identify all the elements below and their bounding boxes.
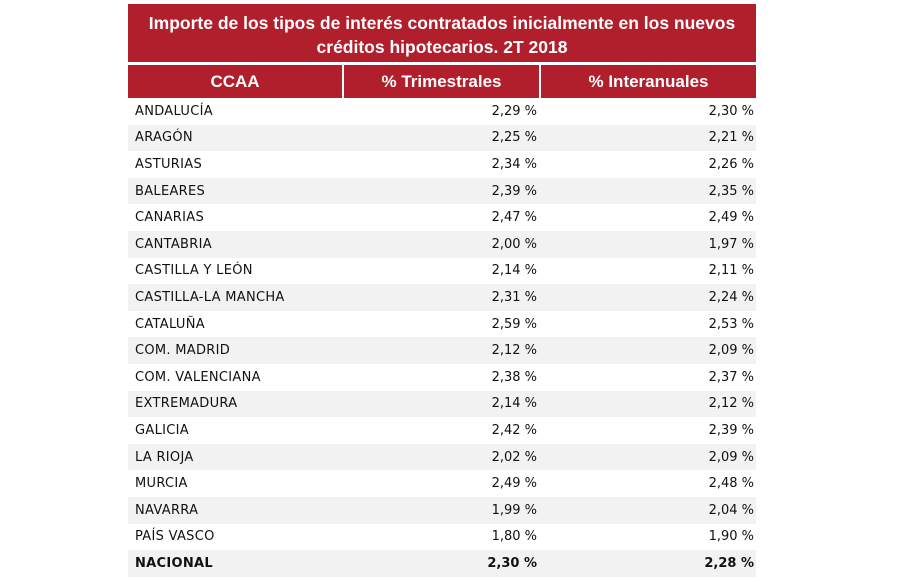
trimestrales-cell: 2,49 % [491,476,537,492]
table-body: ANDALUCÍA 2,29 % 2,30 % ARAGÓN 2,25 % 2,21 % A… [128,98,756,577]
trimestrales-cell: 2,39 % [491,183,537,199]
interanuales-cell: 2,28 % [704,555,754,571]
table-title-line-2: créditos hipotecarios. 2T 2018 [316,37,568,57]
trimestrales-cell: 2,00 % [491,236,537,252]
interanuales-cell: 2,49 % [708,210,754,226]
trimestrales-cell: 2,42 % [491,422,537,438]
interanuales-cell: 2,26 % [708,156,754,172]
interanuales-cell: 2,37 % [708,369,754,385]
table-row: CATALUÑA 2,59 % 2,53 % [128,311,756,338]
ccaa-cell: MURCIA [135,476,188,492]
trimestrales-cell: 2,14 % [491,396,537,412]
ccaa-cell: NAVARRA [135,502,199,518]
table-row: GALICIA 2,42 % 2,39 % [128,417,756,444]
interanuales-cell: 2,53 % [708,316,754,332]
table-title-line-1: Importe de los tipos de interés contrata… [148,13,736,33]
interanuales-cell: 2,12 % [708,396,754,412]
ccaa-cell: ASTURIAS [135,156,203,172]
table-row: COM. MADRID 2,12 % 2,09 % [128,337,756,364]
interanuales-cell: 2,04 % [708,502,754,518]
trimestrales-cell: 2,34 % [491,156,537,172]
interanuales-cell: 2,35 % [708,183,754,199]
table-row: CANARIAS 2,47 % 2,49 % [128,204,756,231]
table-header-row: CCAA % Trimestrales % Interanuales [128,65,756,98]
interanuales-cell: 1,97 % [708,236,754,252]
ccaa-cell: NACIONAL [135,555,213,571]
trimestrales-cell: 2,59 % [491,316,537,332]
table-row: CANTABRIA 2,00 % 1,97 % [128,230,756,258]
table-row: CASTILLA-LA MANCHA 2,31 % 2,24 % [128,284,756,311]
column-header-interanuales: % Interanuales [539,65,756,98]
interanuales-cell: 2,39 % [708,422,754,438]
ccaa-cell: CATALUÑA [135,316,205,332]
column-header-trimestrales: % Trimestrales [342,65,539,98]
table-row: BALEARES 2,39 % 2,35 % [128,177,756,205]
rates-table: Importe de los tipos de interés contrata… [128,4,756,577]
trimestrales-cell: 2,02 % [491,449,537,465]
trimestrales-cell: 2,14 % [491,263,537,279]
column-header-ccaa: CCAA [128,65,342,98]
trimestrales-cell: 2,31 % [491,289,537,305]
ccaa-cell: CANTABRIA [135,236,212,252]
trimestrales-cell: 1,99 % [491,502,537,518]
trimestrales-cell: 2,12 % [491,343,537,359]
interanuales-cell: 2,09 % [708,343,754,359]
interanuales-cell: 1,90 % [708,529,754,545]
table-row: PAÍS VASCO 1,80 % 1,90 % [128,524,756,551]
interanuales-cell: 2,30 % [708,103,754,119]
table-row: ANDALUCÍA 2,29 % 2,30 % [128,98,756,125]
trimestrales-cell: 2,47 % [491,210,537,226]
ccaa-cell: CANARIAS [135,210,204,226]
ccaa-cell: COM. MADRID [135,343,231,359]
ccaa-cell: PAÍS VASCO [135,529,215,545]
ccaa-cell: CASTILLA Y LEÓN [135,263,253,279]
trimestrales-cell: 2,29 % [491,103,537,119]
ccaa-cell: ARAGÓN [135,130,193,146]
table-row: MURCIA 2,49 % 2,48 % [128,470,756,497]
interanuales-cell: 2,24 % [708,289,754,305]
ccaa-cell: EXTREMADURA [135,396,238,412]
ccaa-cell: BALEARES [135,183,206,199]
interanuales-cell: 2,09 % [708,449,754,465]
ccaa-cell: LA RIOJA [135,449,194,465]
trimestrales-cell: 2,38 % [491,369,537,385]
trimestrales-cell: 2,25 % [491,130,537,146]
table-row: CASTILLA Y LEÓN 2,14 % 2,11 % [128,258,756,285]
trimestrales-cell: 1,80 % [491,529,537,545]
table-row: ASTURIAS 2,34 % 2,26 % [128,151,756,178]
interanuales-cell: 2,48 % [708,476,754,492]
interanuales-cell: 2,11 % [708,263,754,279]
ccaa-cell: ANDALUCÍA [135,103,213,119]
table-row: NAVARRA 1,99 % 2,04 % [128,496,756,524]
table-title: Importe de los tipos de interés contrata… [128,4,756,62]
interanuales-cell: 2,21 % [708,130,754,146]
table-row: ARAGÓN 2,25 % 2,21 % [128,124,756,152]
ccaa-cell: COM. VALENCIANA [135,369,261,385]
ccaa-cell: CASTILLA-LA MANCHA [135,289,285,305]
table-row-total: NACIONAL 2,30 % 2,28 % [128,550,756,577]
table-row: EXTREMADURA 2,14 % 2,12 % [128,390,756,418]
table-row: COM. VALENCIANA 2,38 % 2,37 % [128,364,756,391]
ccaa-cell: GALICIA [135,422,189,438]
trimestrales-cell: 2,30 % [487,555,537,571]
table-row: LA RIOJA 2,02 % 2,09 % [128,443,756,471]
